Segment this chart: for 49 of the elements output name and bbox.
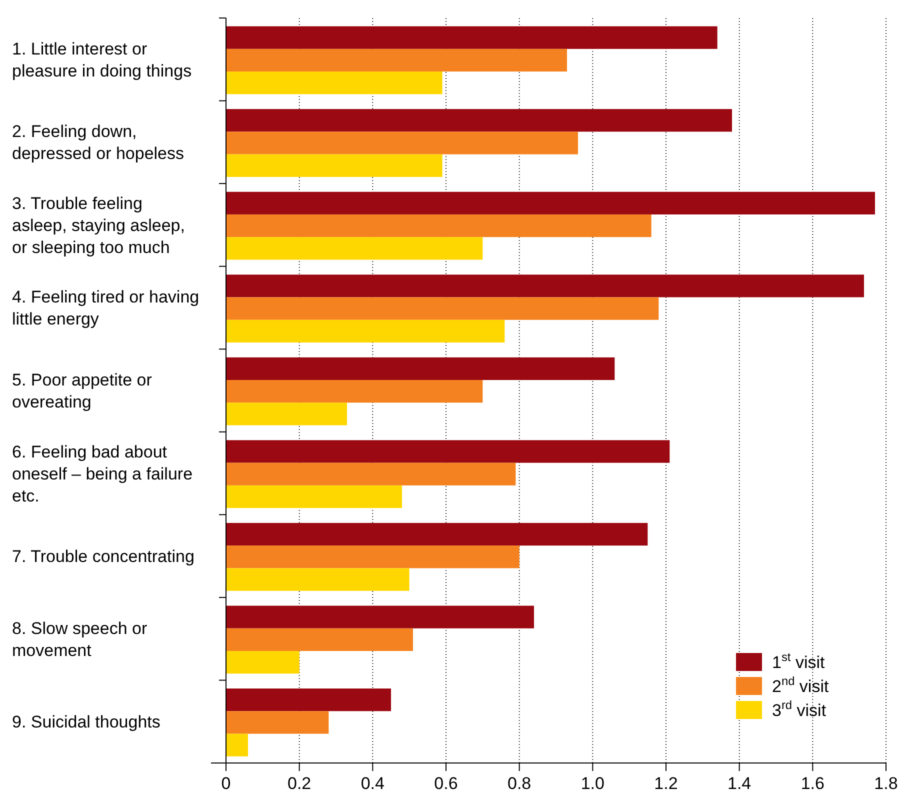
x-tick-label: 0.4 [360, 774, 384, 793]
bar [226, 48, 567, 72]
y-tick-label: 1. Little interest or pleasure in doing things [12, 39, 192, 80]
bar [226, 297, 659, 320]
bar [226, 214, 652, 238]
bar [226, 72, 442, 94]
y-tick-label: 7. Trouble concentrating [12, 547, 194, 566]
bar [226, 606, 534, 628]
bar [226, 26, 718, 49]
bar [226, 109, 732, 132]
bar [226, 402, 347, 426]
bar [226, 440, 670, 463]
x-tick-label: 1.6 [800, 774, 824, 793]
bar [226, 711, 329, 734]
legend-label: 2$^{nd}$ visit [772, 674, 829, 696]
y-tick-label: 4. Feeling tired or having little energy [12, 288, 200, 329]
bar [226, 154, 442, 177]
x-tick-label: 1.0 [580, 774, 604, 793]
bar [226, 462, 516, 486]
legend-label: 3$^{rd}$ visit [772, 698, 826, 720]
bar [226, 357, 615, 380]
x-tick-label: 0.2 [288, 774, 312, 793]
x-tick-label: 1.2 [654, 774, 678, 793]
bar [226, 485, 402, 508]
bar [226, 320, 505, 342]
bar [226, 522, 648, 546]
y-tick-label: 2. Feeling down, depressed or hopeless [12, 122, 184, 164]
x-tick-label: 0.6 [434, 774, 458, 793]
y-tick-label: 3. Trouble feeling asleep, staying asleep, or sleeping too much [12, 194, 185, 257]
bar [226, 274, 864, 298]
bar [226, 568, 410, 591]
y-tick-label: 8. Slow speech or movement [12, 618, 148, 660]
bar [226, 688, 391, 712]
y-tick-label: 9. Suicidal thoughts [12, 712, 160, 732]
bar [226, 650, 300, 674]
y-tick-label: 6. Feeling bad about oneself – being a failure etc. [12, 442, 193, 506]
x-tick-label: 1.4 [728, 774, 752, 793]
legend-label: 1$^{st}$ visit [772, 650, 825, 672]
y-tick-label: 5. Poor appetite or overeating [12, 370, 152, 412]
x-tick-label: 1.8 [874, 774, 898, 793]
bar [226, 192, 875, 214]
x-tick-label: 0 [221, 774, 231, 793]
bar [226, 734, 248, 756]
bar [226, 380, 483, 403]
bar [226, 237, 483, 260]
bar [226, 546, 520, 568]
bar [226, 628, 413, 651]
bar [226, 132, 578, 154]
x-tick-label: 0.8 [508, 774, 532, 793]
